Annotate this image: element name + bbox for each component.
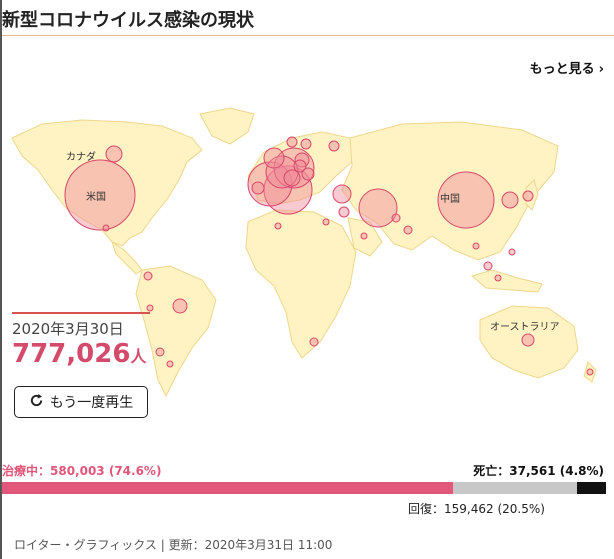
total-count-unit: 人 <box>130 347 147 366</box>
bubble-korea <box>501 191 519 209</box>
land-japan <box>525 179 539 211</box>
replay-button[interactable]: もう一度再生 <box>14 386 148 418</box>
bubble-austria <box>301 167 315 181</box>
recovered-segment <box>453 482 577 494</box>
chevron-right-icon: › <box>598 62 604 77</box>
treatment-label: 治療中：580,003 (74.6%) <box>2 464 162 478</box>
bubble-thailand <box>472 242 480 250</box>
deaths-segment <box>576 482 606 494</box>
bubble-south-africa <box>309 337 319 347</box>
land-australia <box>479 305 579 379</box>
map-label-canada: カナダ <box>66 150 96 163</box>
bubble-portugal <box>251 181 265 195</box>
map-label-australia: オーストラリア <box>490 321 560 333</box>
title-divider <box>2 35 614 36</box>
bubble-russia <box>328 140 340 152</box>
footer-credit: ロイター・グラフィックス | 更新：2020年3月31日 11:00 <box>14 538 333 552</box>
date-summary: 2020年3月30日 777,026人 <box>12 312 150 369</box>
bubble-japan <box>522 190 534 202</box>
bubble-ecuador <box>143 271 153 281</box>
bubble-philippines <box>508 248 516 256</box>
bubble-sweden <box>300 138 312 150</box>
land-indonesia <box>470 269 543 293</box>
breakdown-bar <box>2 482 606 494</box>
more-link[interactable]: もっと見る › <box>530 58 604 77</box>
bubble-switzerland <box>283 169 301 187</box>
land-masses <box>11 107 597 398</box>
land-north-america <box>11 119 203 247</box>
bubble-egypt <box>322 218 330 226</box>
replay-button-label: もう一度再生 <box>49 395 134 411</box>
map-label-china: 中国 <box>440 192 460 205</box>
recovered-label: 回復：159,462 (20.5%) <box>408 502 545 516</box>
case-bubbles <box>64 136 594 376</box>
bubble-mexico <box>102 224 110 232</box>
land-greenland <box>199 107 255 145</box>
treatment-segment <box>2 482 454 494</box>
bubble-belgium <box>293 159 307 173</box>
bubble-argentina <box>166 360 174 368</box>
bubble-iran <box>358 188 398 228</box>
summary-date: 2020年3月30日 <box>12 320 124 338</box>
bubble-israel <box>338 206 350 218</box>
land-arabia <box>347 217 383 257</box>
more-link-label: もっと見る <box>529 62 595 77</box>
bubble-australia <box>521 333 535 347</box>
bubble-brazil <box>172 298 188 314</box>
bubble-peru <box>146 304 154 312</box>
world-map: カナダ 米国 中国 オーストラリア <box>2 80 614 450</box>
deaths-label: 死亡：37,561 (4.8%) <box>473 464 604 478</box>
land-new-zealand <box>583 361 597 383</box>
land-central-america <box>111 240 143 275</box>
bubble-canada <box>105 145 123 163</box>
bubble-nz <box>586 368 594 376</box>
bubble-chile <box>155 347 165 357</box>
total-count-number: 777,026 <box>12 339 131 369</box>
total-count: 777,026人 <box>12 339 150 369</box>
land-south-america <box>135 265 217 398</box>
bubble-saudi <box>360 232 368 240</box>
world-map-svg: カナダ 米国 中国 オーストラリア <box>11 107 597 398</box>
bubble-norway <box>286 136 298 148</box>
left-rule <box>0 0 2 559</box>
land-asia <box>341 121 559 261</box>
bubble-india <box>403 225 413 235</box>
bubble-indonesia <box>494 274 502 282</box>
bubble-algeria <box>274 222 282 230</box>
page-title: 新型コロナウイルス感染の現状 <box>2 10 254 31</box>
replay-icon <box>29 393 44 412</box>
bubble-malaysia <box>483 261 493 271</box>
map-label-usa: 米国 <box>86 190 106 203</box>
bubble-turkey <box>332 184 352 204</box>
bubble-uk <box>263 147 285 169</box>
land-africa <box>245 209 357 359</box>
bubble-china <box>437 171 495 229</box>
bubble-usa <box>64 159 136 231</box>
bubble-pakistan <box>391 213 401 223</box>
